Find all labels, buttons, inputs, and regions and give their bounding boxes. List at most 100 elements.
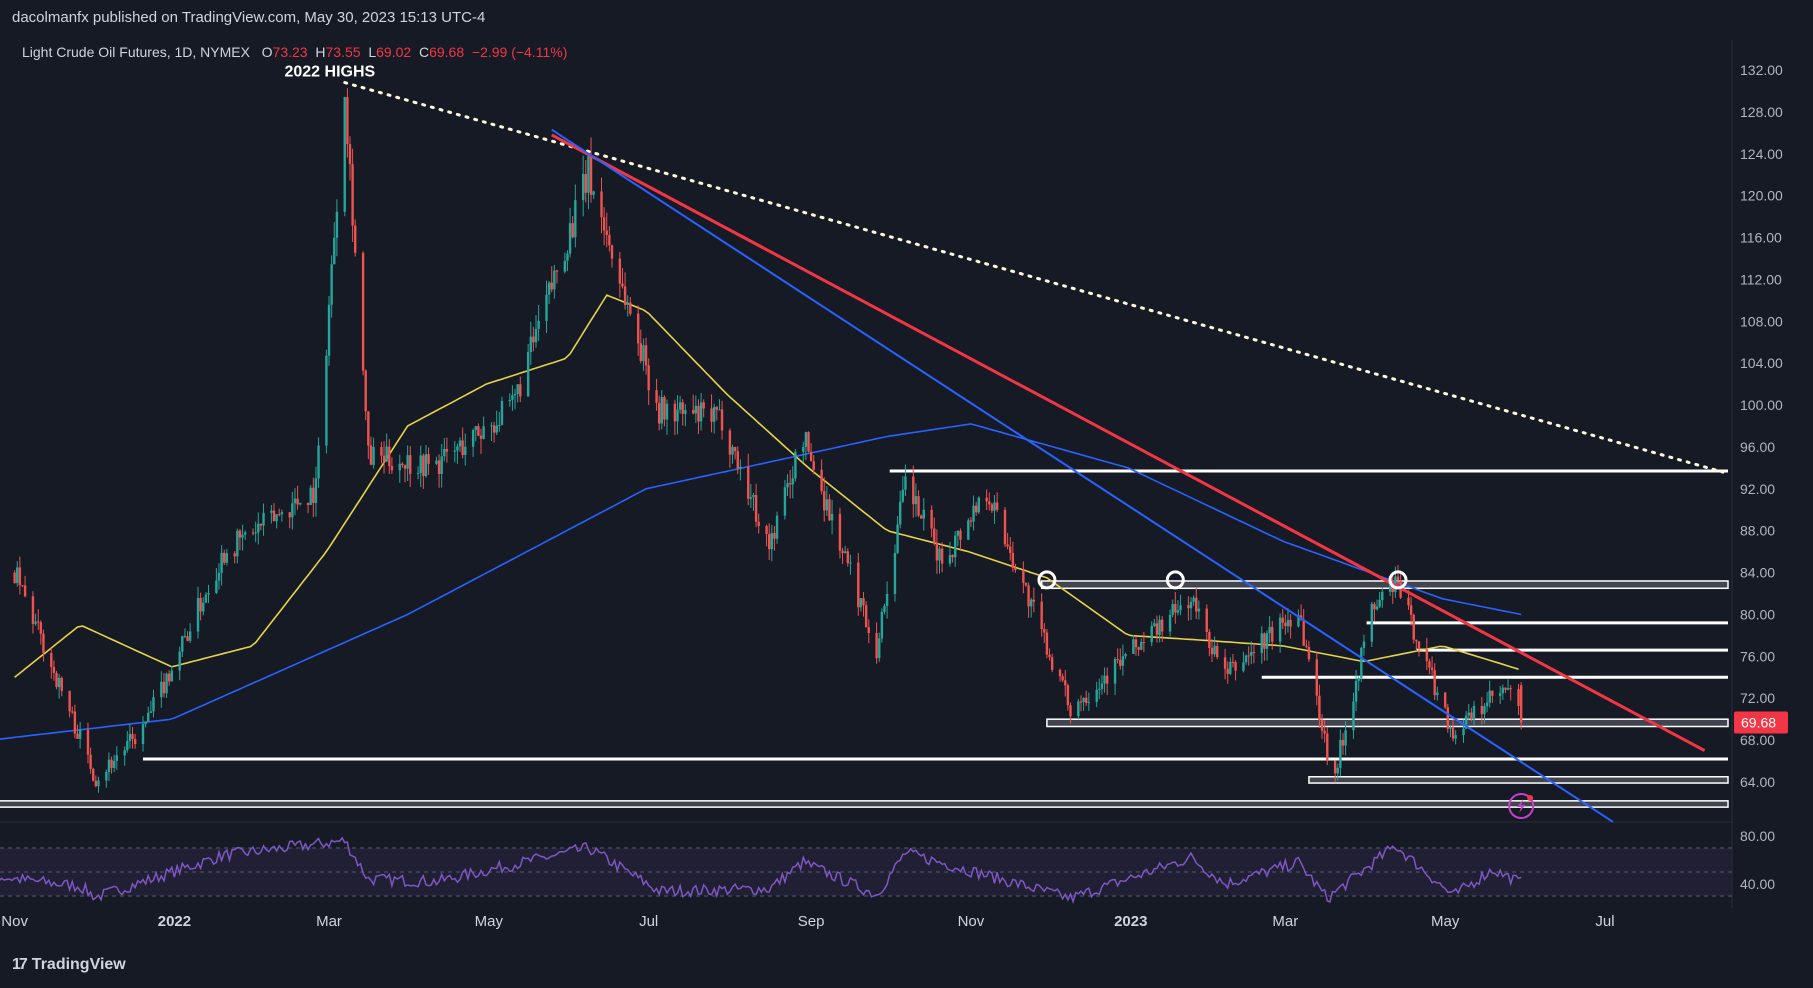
price-axis[interactable]: 132.00 128.00 124.00 120.00 116.00 112.00 108.… — [1740, 62, 1783, 892]
candle-body — [1341, 739, 1345, 746]
candle-body — [262, 512, 265, 526]
candle-body — [435, 460, 438, 464]
candle-body — [424, 454, 428, 477]
candle-body — [50, 653, 53, 667]
candle-body — [390, 466, 394, 471]
candle-body — [1480, 705, 1484, 715]
candle-body — [1305, 645, 1308, 648]
time-tick-label: Sep — [798, 913, 825, 930]
price-tick-label: 92.00 — [1740, 481, 1775, 497]
touch-marker — [1388, 570, 1408, 590]
alert-ring — [1508, 793, 1535, 819]
candle-body — [299, 502, 302, 505]
candle-body — [901, 489, 905, 502]
candle-body — [1498, 693, 1502, 696]
candle-body — [1006, 544, 1009, 547]
candle-body — [1388, 581, 1392, 592]
candle-body — [629, 302, 632, 314]
candle-body — [749, 497, 753, 499]
candle-body — [133, 738, 137, 745]
candle-body — [985, 497, 988, 502]
candle-body — [1354, 680, 1358, 702]
candle-body — [1043, 628, 1046, 633]
candle-body — [1381, 591, 1384, 600]
candle-body — [1284, 622, 1287, 627]
candle-body — [31, 596, 35, 624]
candle-body — [862, 598, 865, 606]
candle-body — [1260, 633, 1263, 653]
candle-body — [1247, 655, 1250, 657]
candle-body — [1375, 606, 1379, 610]
candle-body — [526, 352, 530, 397]
candle-body — [1373, 603, 1376, 610]
candle-body — [1192, 597, 1195, 602]
candle-body — [1517, 689, 1520, 706]
candle-body — [1208, 631, 1211, 648]
candle-body — [532, 336, 535, 343]
candle-body — [409, 455, 412, 474]
level-zone — [1046, 718, 1729, 728]
candle-body — [1168, 614, 1172, 632]
candle-body — [68, 690, 71, 712]
candle-body — [1014, 568, 1017, 571]
candle-body — [519, 384, 522, 397]
candle-body — [959, 530, 962, 540]
candle-body — [1320, 719, 1324, 731]
candle-body — [1048, 654, 1051, 658]
candle-body — [712, 407, 716, 422]
time-tick-label: Jul — [639, 913, 658, 930]
candles — [13, 88, 1523, 793]
candle-body — [1095, 689, 1098, 702]
trendlines[interactable] — [343, 81, 1725, 823]
candle-body — [600, 191, 603, 218]
high-label: H — [315, 44, 326, 60]
sma50-line — [14, 294, 1519, 678]
price-tick-label: 132.00 — [1740, 62, 1783, 78]
price-tick-label: 84.00 — [1740, 565, 1775, 581]
candle-body — [1470, 712, 1473, 720]
candle-body — [354, 225, 357, 253]
candle-body — [728, 430, 732, 455]
candle-body — [922, 509, 925, 519]
candle-body — [317, 445, 320, 479]
candle-body — [807, 432, 810, 452]
lightning-alert-icon[interactable] — [1508, 793, 1535, 819]
candle-body — [1504, 687, 1507, 690]
candle-body — [1336, 767, 1339, 774]
candle-body — [917, 496, 920, 516]
candle-body — [126, 740, 129, 751]
candle-body — [644, 345, 648, 366]
candle-body — [1449, 727, 1452, 729]
candle-body — [1485, 702, 1489, 707]
candle-body — [883, 605, 886, 612]
candle-body — [162, 681, 166, 694]
candle-body — [1210, 647, 1214, 655]
tradingview-brand[interactable]: 17 TradingView — [12, 956, 126, 974]
candle-body — [238, 530, 242, 538]
candle-body — [1302, 619, 1305, 646]
candle-body — [592, 191, 595, 195]
candle-body — [767, 534, 771, 550]
candle-body — [42, 633, 45, 654]
candle-body — [275, 514, 278, 522]
candle-body — [1472, 705, 1476, 720]
candle-body — [791, 478, 794, 485]
price-tick-label: 64.00 — [1740, 774, 1775, 790]
candle-body — [97, 780, 100, 787]
candle-body — [660, 396, 663, 424]
brand-name: TradingView — [31, 956, 126, 973]
candle-body — [838, 513, 842, 551]
candle-body — [1155, 623, 1159, 635]
candle-body — [1506, 688, 1510, 690]
candle-body — [1407, 597, 1410, 606]
candle-body — [296, 498, 299, 505]
candle-body — [1425, 649, 1429, 662]
candle-body — [584, 174, 587, 193]
candle-body — [1085, 697, 1088, 703]
time-axis[interactable]: Nov 2022 Mar May Jul Sep Nov 2023 Mar May Jul — [1, 913, 1614, 930]
candle-body — [718, 409, 721, 411]
candle-body — [1171, 604, 1174, 615]
candle-body — [1454, 735, 1457, 739]
candle-body — [401, 463, 404, 466]
